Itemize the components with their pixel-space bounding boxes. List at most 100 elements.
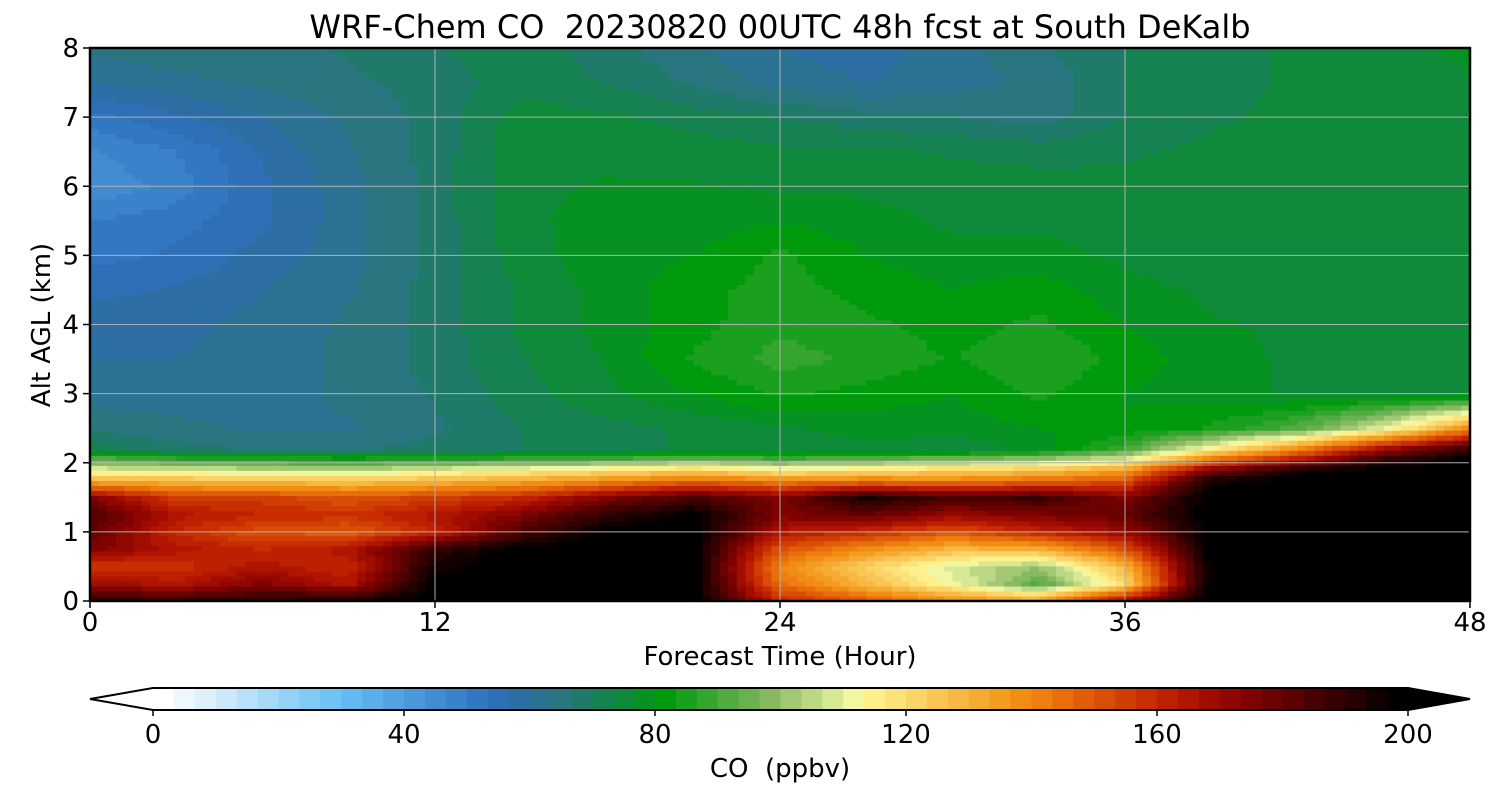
heatmap-cell [961, 495, 971, 502]
heatmap-cell [202, 440, 212, 446]
heatmap-cell [1375, 585, 1385, 592]
heatmap-cell [874, 485, 885, 491]
heatmap-cell [547, 515, 557, 522]
heatmap-cell [676, 530, 686, 537]
heatmap-cell [1254, 510, 1264, 517]
heatmap-cell [547, 490, 557, 497]
heatmap-cell [987, 555, 997, 562]
heatmap-cell [573, 470, 583, 476]
heatmap-cell [1245, 580, 1255, 587]
heatmap-cell [279, 590, 289, 597]
heatmap-cell [780, 590, 790, 597]
heatmap-cell [400, 500, 410, 507]
heatmap-cell [305, 505, 315, 512]
heatmap-cell [1211, 455, 1221, 461]
heatmap-cell [1185, 525, 1195, 532]
heatmap-cell [253, 545, 264, 552]
heatmap-cell [452, 520, 462, 527]
heatmap-cell [797, 540, 807, 547]
heatmap-cell [1064, 500, 1074, 507]
heatmap-cell [1237, 585, 1247, 592]
heatmap-cell [607, 495, 617, 502]
heatmap-cell [210, 485, 220, 491]
heatmap-cell [1314, 590, 1324, 597]
heatmap-cell [1288, 525, 1299, 532]
heatmap-cell [193, 465, 203, 471]
heatmap-cell [202, 560, 212, 567]
heatmap-cell [840, 520, 850, 527]
heatmap-cell [918, 445, 928, 451]
heatmap-cell [736, 480, 747, 486]
heatmap-cell [590, 480, 600, 486]
heatmap-cell [1452, 515, 1462, 522]
heatmap-cell [728, 565, 738, 572]
heatmap-cell [322, 490, 333, 497]
heatmap-cell [616, 535, 626, 542]
heatmap-cell [417, 560, 427, 567]
heatmap-cell [1194, 585, 1204, 592]
heatmap-cell [400, 535, 410, 542]
heatmap-cell [978, 540, 988, 547]
heatmap-cell [521, 595, 531, 601]
heatmap-cell [598, 560, 609, 567]
heatmap-cell [1073, 495, 1083, 502]
heatmap-cell [1107, 560, 1117, 567]
heatmap-cell [616, 540, 626, 547]
heatmap-cell [1133, 465, 1143, 471]
heatmap-cell [1288, 535, 1299, 542]
heatmap-cell [469, 485, 479, 491]
heatmap-cell [909, 505, 919, 512]
heatmap-cell [1357, 565, 1368, 572]
heatmap-cell [607, 560, 617, 567]
heatmap-cell [1228, 500, 1238, 507]
heatmap-cell [1116, 530, 1126, 537]
heatmap-cell [98, 595, 108, 601]
heatmap-cell [409, 545, 419, 552]
heatmap-cell [1219, 585, 1230, 592]
heatmap-cell [736, 490, 747, 497]
heatmap-cell [184, 535, 195, 542]
heatmap-cell [547, 445, 557, 451]
heatmap-cell [141, 595, 151, 601]
heatmap-cell [1090, 555, 1100, 562]
heatmap-cell [305, 475, 315, 481]
heatmap-cell [987, 560, 997, 567]
heatmap-cell [271, 590, 281, 597]
heatmap-cell [995, 560, 1005, 567]
heatmap-cell [978, 495, 988, 502]
heatmap-cell [642, 465, 652, 471]
heatmap-cell [676, 575, 686, 582]
heatmap-cell [297, 450, 307, 456]
heatmap-cell [1332, 595, 1342, 601]
heatmap-cell [564, 520, 574, 527]
heatmap-cell [1125, 480, 1135, 486]
heatmap-cell [771, 445, 781, 451]
heatmap-cell [857, 580, 867, 587]
heatmap-cell [926, 490, 936, 497]
heatmap-cell [1288, 475, 1299, 481]
heatmap-cell [1125, 590, 1135, 597]
heatmap-cell [279, 500, 289, 507]
heatmap-cell [1081, 465, 1092, 471]
heatmap-cell [1194, 455, 1204, 461]
heatmap-cell [943, 505, 954, 512]
heatmap-cell [1435, 585, 1445, 592]
heatmap-cell [469, 475, 479, 481]
heatmap-cell [892, 555, 902, 562]
heatmap-cell [504, 520, 514, 527]
heatmap-cell [366, 540, 376, 547]
heatmap-cell [900, 470, 910, 476]
heatmap-cell [167, 595, 177, 601]
heatmap-cell [348, 445, 358, 451]
heatmap-cell [1426, 590, 1437, 597]
heatmap-cell [728, 490, 738, 497]
heatmap-cell [452, 505, 462, 512]
heatmap-cell [685, 450, 695, 456]
heatmap-cell [754, 485, 764, 491]
heatmap-cell [90, 565, 100, 572]
heatmap-cell [1254, 575, 1264, 582]
heatmap-cell [1228, 565, 1238, 572]
heatmap-cell [1332, 505, 1342, 512]
heatmap-cell [1306, 555, 1316, 562]
heatmap-cell [1435, 565, 1445, 572]
